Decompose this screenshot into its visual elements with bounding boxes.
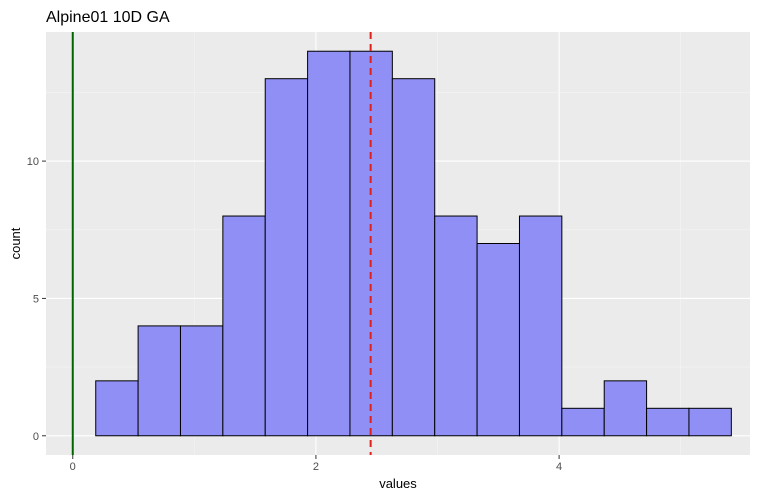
histogram-bar xyxy=(264,78,309,437)
x-tick-label: 2 xyxy=(313,461,319,473)
histogram-bar xyxy=(646,407,690,437)
histogram-bar xyxy=(688,407,732,437)
y-tick-label: 10 xyxy=(27,156,39,168)
histogram-bar xyxy=(307,50,351,437)
histogram-bar xyxy=(561,407,605,437)
chart-title: Alpine01 10D GA xyxy=(46,9,170,26)
y-axis-title: count xyxy=(8,227,23,259)
histogram-bar xyxy=(95,380,139,437)
histogram-bar xyxy=(179,325,224,437)
histogram-bar xyxy=(434,215,478,437)
x-tick-label: 0 xyxy=(70,461,76,473)
x-tick-label: 4 xyxy=(556,461,562,473)
histogram-bar xyxy=(518,215,563,437)
y-tick-label: 5 xyxy=(33,293,39,305)
histogram-bar xyxy=(476,243,520,437)
histogram-bars xyxy=(95,50,732,437)
x-axis-title: values xyxy=(379,476,417,491)
y-tick-label: 0 xyxy=(33,431,39,443)
y-axis: 0 5 10 xyxy=(27,156,46,443)
reference-lines xyxy=(71,32,372,455)
histogram-bar xyxy=(391,78,436,437)
x-axis: 0 2 4 xyxy=(70,455,562,473)
histogram-bar xyxy=(222,215,266,437)
histogram-bar xyxy=(137,325,181,437)
histogram-bar xyxy=(603,380,648,437)
